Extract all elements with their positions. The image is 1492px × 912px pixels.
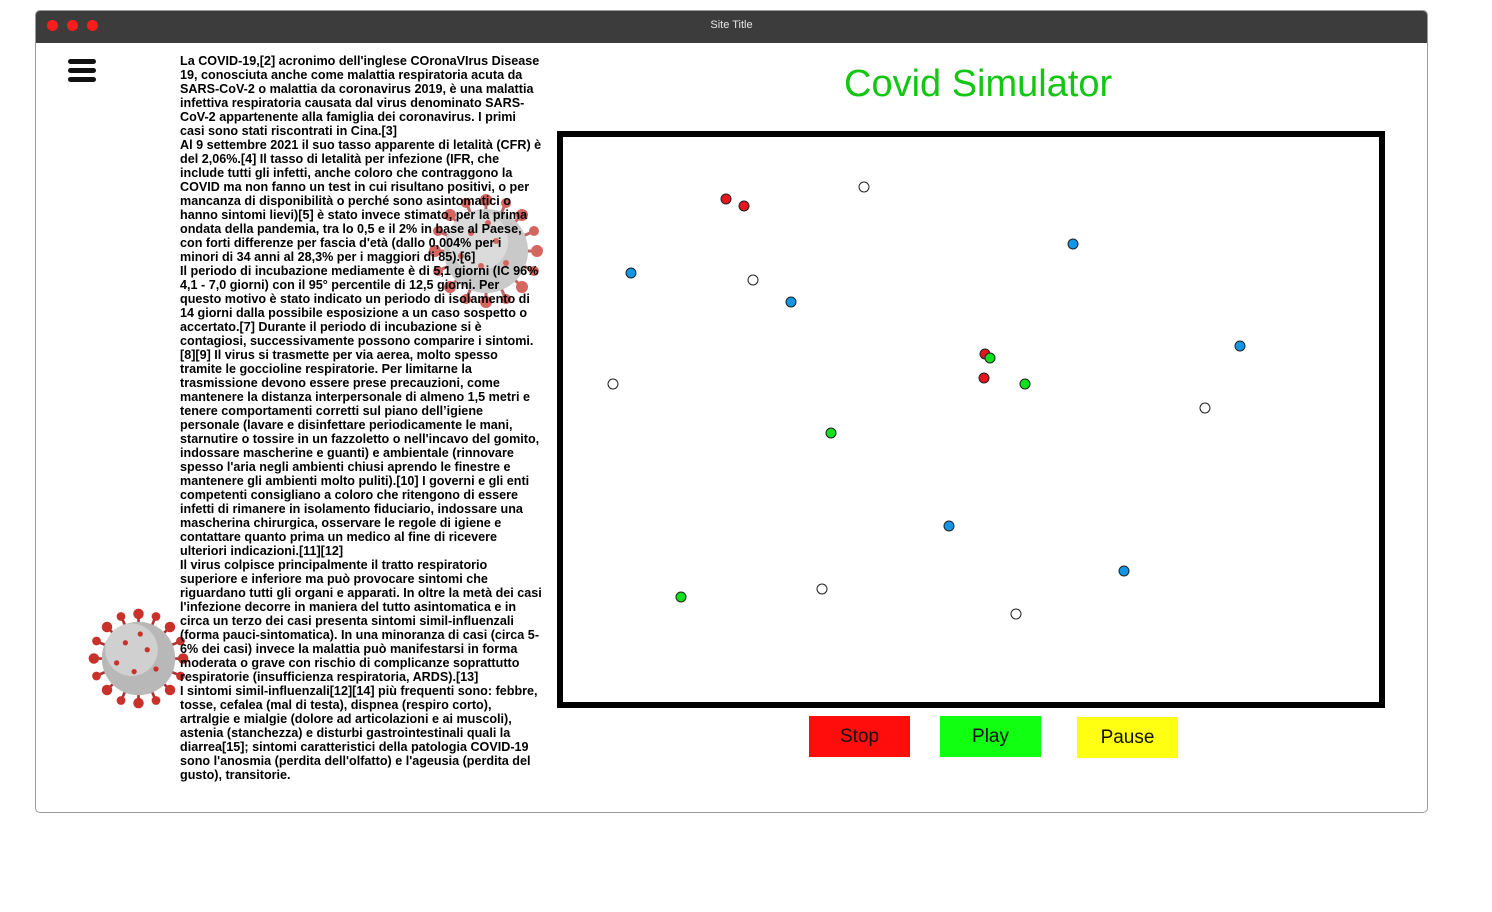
hamburger-menu-icon[interactable] [68,59,96,83]
window-title: Site Title [710,19,753,31]
play-button[interactable]: Play [940,716,1041,757]
covid-article-text: La COVID-19,[2] acronimo dell'inglese CO… [180,54,542,782]
simulation-canvas[interactable] [557,131,1385,708]
simulation-particles [607,181,1246,620]
particle-susceptible [1199,402,1211,414]
title-bar: Site Title [36,11,1427,43]
maximize-window-button[interactable] [87,20,98,31]
particle-recovered [1019,378,1031,390]
particle-infected [978,372,990,384]
particle-susceptible [607,378,619,390]
particle-infected [738,200,750,212]
browser-window: Site Title [35,10,1428,813]
particle-susceptible [858,181,870,193]
particle-healthy [785,296,797,308]
particle-recovered [825,427,837,439]
particle-recovered [984,352,996,364]
minimize-window-button[interactable] [67,20,78,31]
particle-healthy [1234,340,1246,352]
particle-susceptible [1010,608,1022,620]
particle-healthy [1118,565,1130,577]
simulator-title: Covid Simulator [844,63,1113,105]
close-window-button[interactable] [47,20,58,31]
particle-susceptible [816,583,828,595]
stop-button[interactable]: Stop [809,716,910,757]
particle-healthy [625,267,637,279]
particle-susceptible [747,274,759,286]
coronavirus-icon [87,607,190,710]
particle-recovered [675,591,687,603]
particle-healthy [1067,238,1079,250]
particle-infected [720,193,732,205]
coronavirus-icon [429,194,543,308]
pause-button[interactable]: Pause [1077,717,1178,758]
particle-healthy [943,520,955,532]
